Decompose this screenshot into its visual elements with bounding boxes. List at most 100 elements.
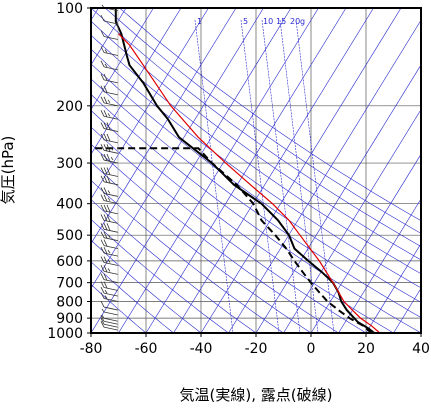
isotherm-line bbox=[228, 19, 421, 333]
mixing-ratio-line bbox=[295, 19, 335, 333]
isotherm-line bbox=[365, 243, 421, 333]
wind-barb bbox=[100, 273, 119, 284]
dry-adiabat-line bbox=[91, 143, 339, 333]
wind-barb bbox=[100, 318, 119, 328]
wind-barb bbox=[100, 133, 119, 144]
dewpoint-line bbox=[91, 147, 373, 333]
wind-barb bbox=[100, 167, 119, 177]
wind-barb bbox=[100, 85, 119, 96]
wind-barb bbox=[100, 292, 119, 302]
wind-barb bbox=[100, 187, 119, 197]
x-tick-label: -20 bbox=[245, 341, 268, 357]
isotherm-line bbox=[91, 8, 182, 155]
x-tick-label: 0 bbox=[307, 341, 316, 357]
isotherm-line bbox=[91, 8, 154, 111]
isotherm-line bbox=[200, 8, 402, 333]
isotherm-line bbox=[91, 8, 292, 333]
x-tick-label: -60 bbox=[135, 341, 158, 357]
wind-barb bbox=[100, 73, 119, 84]
dry-adiabat-line bbox=[91, 199, 257, 333]
dry-adiabat-line bbox=[105, 8, 421, 234]
isotherm-line bbox=[310, 153, 421, 333]
wind-barb bbox=[100, 122, 119, 132]
dry-adiabat-line bbox=[119, 8, 421, 222]
wind-barb bbox=[100, 223, 119, 233]
y-tick-label: 500 bbox=[56, 228, 83, 244]
wind-barb bbox=[100, 30, 119, 40]
x-tick-label: 40 bbox=[412, 341, 430, 357]
isotherm-line bbox=[173, 8, 374, 333]
y-tick-label: 200 bbox=[56, 99, 83, 115]
y-tick-label: 700 bbox=[56, 276, 83, 292]
dry-adiabat-line bbox=[91, 8, 421, 247]
y-tick-label: 300 bbox=[56, 156, 83, 172]
dry-adiabat-line bbox=[91, 161, 312, 333]
x-tick-label: 20 bbox=[357, 341, 375, 357]
isotherm-line bbox=[420, 332, 421, 333]
isotherm-line bbox=[91, 8, 127, 66]
dry-adiabat-line bbox=[91, 283, 147, 333]
dry-adiabat-line bbox=[91, 218, 229, 333]
wind-barb bbox=[101, 315, 119, 322]
wind-barb bbox=[100, 300, 119, 311]
x-tick-label: -80 bbox=[80, 341, 103, 357]
mixing-ratio-line bbox=[240, 19, 280, 333]
dry-adiabat-line bbox=[91, 239, 202, 333]
wind-barb bbox=[100, 14, 119, 25]
y-tick-label: 800 bbox=[56, 295, 83, 311]
mixing-ratio-label: 20 bbox=[290, 17, 300, 26]
isotherm-line bbox=[255, 64, 421, 333]
wind-barb bbox=[100, 239, 119, 250]
dry-adiabat-line bbox=[91, 179, 284, 333]
mixing-ratio-label: g bbox=[300, 17, 305, 26]
wind-barb bbox=[100, 96, 119, 107]
wind-barb bbox=[100, 46, 119, 56]
wind-barb bbox=[100, 256, 119, 266]
isotherm-line bbox=[91, 8, 237, 245]
dry-adiabat-line bbox=[91, 110, 394, 333]
x-tick-label: -40 bbox=[190, 341, 213, 357]
isotherm-line bbox=[91, 8, 264, 289]
temperature-line bbox=[114, 8, 375, 333]
wind-barb bbox=[100, 265, 119, 275]
wind-barb bbox=[100, 214, 119, 224]
mixing-ratio-label: 10 bbox=[263, 17, 273, 26]
x-axis-title: 気温(実線), 露点(破線) bbox=[180, 386, 333, 404]
y-axis-title: 気圧(hPa) bbox=[0, 136, 17, 205]
dry-adiabat-line bbox=[91, 126, 367, 333]
dry-adiabat-line bbox=[91, 78, 421, 318]
wind-barb bbox=[100, 175, 119, 186]
dry-adiabat-line bbox=[91, 63, 421, 303]
dry-adiabat-line bbox=[91, 20, 421, 261]
parcel-line bbox=[118, 33, 381, 333]
wind-barb bbox=[100, 231, 119, 242]
wind-barb bbox=[100, 153, 119, 164]
wind-barb bbox=[100, 286, 119, 297]
wind-barb bbox=[100, 144, 119, 154]
y-tick-label: 900 bbox=[56, 311, 83, 327]
mixing-ratio-line bbox=[194, 19, 234, 333]
isotherm-line bbox=[145, 8, 347, 333]
mixing-ratio-label: 1 bbox=[197, 17, 202, 26]
dry-adiabat-line bbox=[91, 261, 174, 333]
wind-barb bbox=[101, 308, 119, 316]
mixing-ratio-line bbox=[279, 19, 319, 333]
y-tick-label: 100 bbox=[56, 1, 83, 17]
dry-adiabat-line bbox=[91, 34, 421, 275]
mixing-ratio-label: 15 bbox=[276, 17, 286, 26]
dry-adiabat-line bbox=[91, 48, 421, 289]
wind-barb bbox=[100, 281, 119, 291]
y-tick-label: 1000 bbox=[47, 326, 83, 342]
wind-barb bbox=[100, 194, 119, 205]
y-tick-label: 400 bbox=[56, 197, 83, 213]
wind-barb bbox=[100, 320, 119, 331]
wind-barb bbox=[100, 315, 119, 325]
isotherm-line bbox=[283, 108, 421, 333]
wind-barb bbox=[100, 246, 119, 257]
wind-barb bbox=[100, 110, 119, 120]
wind-barb bbox=[100, 60, 119, 71]
mixing-ratio-line bbox=[261, 19, 301, 333]
mixing-ratio-label: 5 bbox=[243, 17, 248, 26]
